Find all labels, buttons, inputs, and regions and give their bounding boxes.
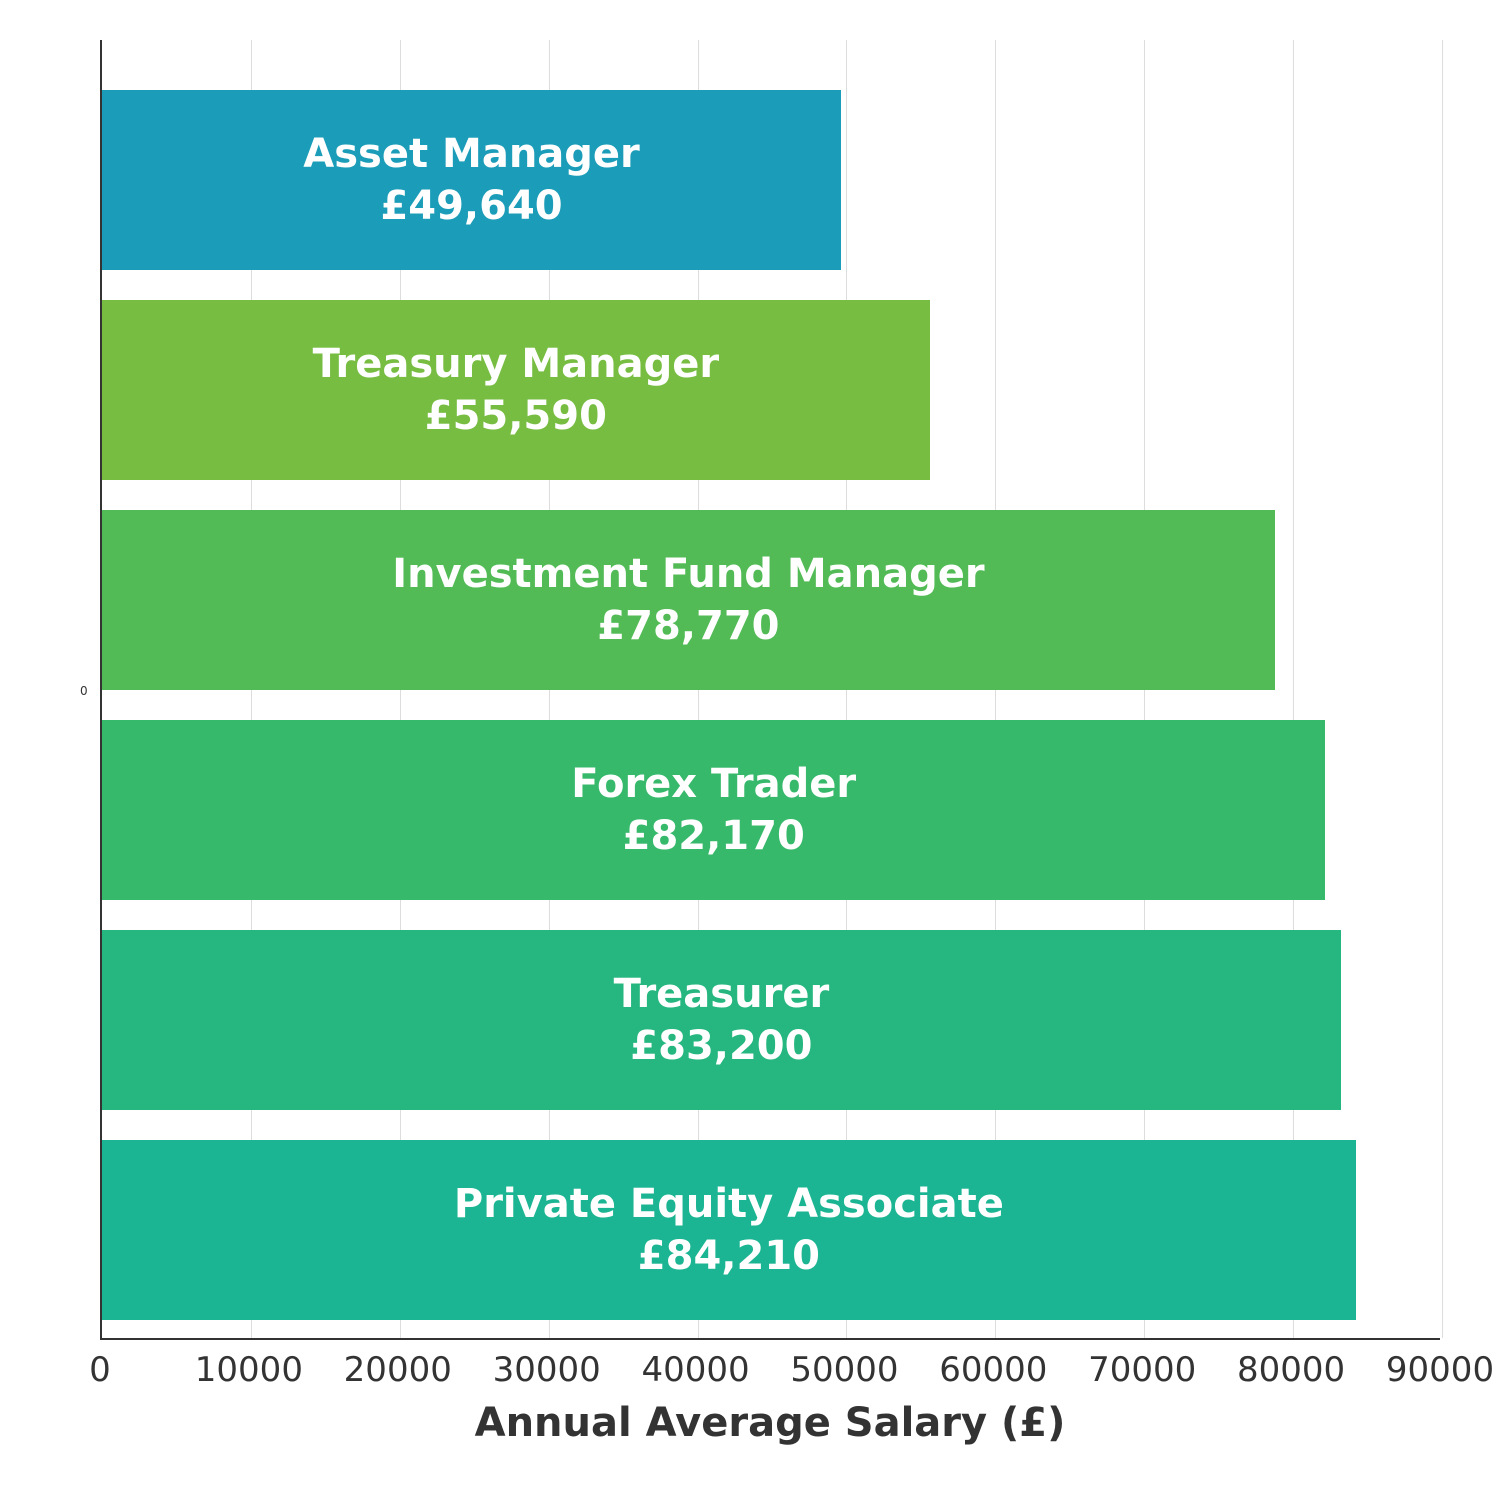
bar-label-value: £84,210: [638, 1230, 820, 1282]
bar-label-value: £82,170: [623, 810, 805, 862]
bar-investment-fund-manager: Investment Fund Manager £78,770: [102, 510, 1275, 690]
x-tick-label: 90000: [1386, 1350, 1494, 1390]
gridline: [1442, 40, 1443, 1338]
bar-label-value: £78,770: [597, 600, 779, 652]
y-axis-tick-label: 0: [80, 684, 88, 698]
bar-forex-trader: Forex Trader £82,170: [102, 720, 1325, 900]
x-tick-label: 50000: [790, 1350, 898, 1390]
x-tick-label: 10000: [195, 1350, 303, 1390]
bar-label-name: Asset Manager: [303, 128, 640, 180]
bar-treasury-manager: Treasury Manager £55,590: [102, 300, 930, 480]
bar-asset-manager: Asset Manager £49,640: [102, 90, 841, 270]
bar-label-name: Investment Fund Manager: [392, 548, 984, 600]
x-tick-label: 70000: [1088, 1350, 1196, 1390]
bar-label-name: Treasury Manager: [313, 338, 720, 390]
x-tick-label: 80000: [1237, 1350, 1345, 1390]
bar-label-name: Treasurer: [614, 968, 830, 1020]
bar-label-value: £55,590: [425, 390, 607, 442]
x-tick-label: 30000: [493, 1350, 601, 1390]
salary-bar-chart: Asset Manager £49,640 Treasury Manager £…: [60, 40, 1460, 1460]
x-tick-label: 60000: [939, 1350, 1047, 1390]
bar-label-name: Private Equity Associate: [454, 1178, 1004, 1230]
x-axis-title: Annual Average Salary (£): [100, 1400, 1440, 1446]
x-tick-label: 20000: [344, 1350, 452, 1390]
bar-label-value: £83,200: [630, 1020, 812, 1072]
bar-label-name: Forex Trader: [571, 758, 856, 810]
plot-area: Asset Manager £49,640 Treasury Manager £…: [100, 40, 1440, 1340]
bar-label-value: £49,640: [380, 180, 562, 232]
x-tick-label: 40000: [641, 1350, 749, 1390]
bar-treasurer: Treasurer £83,200: [102, 930, 1341, 1110]
x-tick-label: 0: [89, 1350, 111, 1390]
bar-private-equity-associate: Private Equity Associate £84,210: [102, 1140, 1356, 1320]
